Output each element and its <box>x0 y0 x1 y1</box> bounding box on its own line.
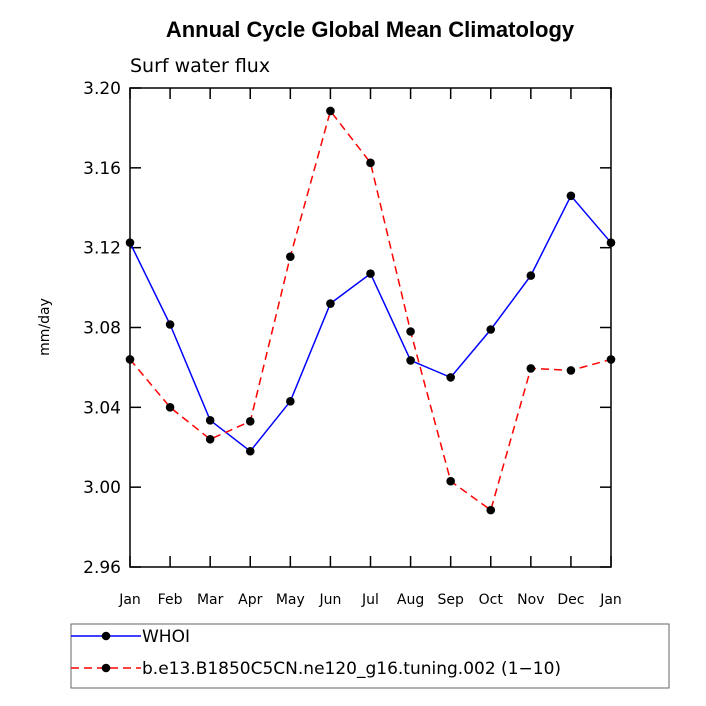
series-1-point <box>205 434 215 444</box>
legend-swatch-marker <box>101 631 111 641</box>
x-tick-label: Oct <box>479 592 504 608</box>
series-1-point <box>606 355 616 364</box>
series-line-1 <box>129 109 612 512</box>
series-1-point <box>486 505 496 515</box>
legend-label: b.e13.B1850C5CN.ne120_g16.tuning.002 (1−… <box>142 659 561 679</box>
series-1-point <box>526 364 536 373</box>
series-0-point <box>205 416 215 425</box>
series-1-point <box>165 403 175 412</box>
series-0-point <box>326 299 335 308</box>
series-1-point <box>125 355 135 364</box>
series-0-point <box>125 238 135 247</box>
y-tick-label: 3.12 <box>83 239 121 259</box>
series-1-point <box>406 327 415 336</box>
x-tick-label: Sep <box>437 592 464 608</box>
x-tick-label: Nov <box>517 592 544 608</box>
chart-title: Annual Cycle Global Mean Climatology <box>166 17 575 42</box>
legend-label: WHOI <box>142 627 190 647</box>
chart-subtitle: Surf water flux <box>130 55 270 77</box>
y-axis-label: mm/day <box>37 298 53 356</box>
y-tick-label: 3.16 <box>83 159 121 179</box>
x-tick-label: Jun <box>318 592 341 608</box>
x-tick-label: Apr <box>238 592 262 608</box>
y-tick-label: 2.96 <box>83 558 121 578</box>
x-tick-label: Aug <box>397 592 424 608</box>
series-1-point <box>366 158 375 168</box>
series-0-point <box>526 271 536 280</box>
series-line-0 <box>129 194 612 453</box>
series-1-point <box>245 417 255 426</box>
x-tick-label: Jan <box>599 592 622 608</box>
series-0-point <box>165 320 175 329</box>
series-layer <box>125 106 616 515</box>
series-0-point <box>286 397 295 406</box>
legend: WHOI b.e13.B1850C5CN.ne120_g16.tuning.002… <box>70 623 670 689</box>
x-tick-label: Jul <box>361 592 379 608</box>
x-tick-label: Feb <box>158 592 183 608</box>
series-0-point <box>366 269 375 278</box>
series-0-point <box>245 446 255 456</box>
x-tick-label: May <box>276 592 305 608</box>
series-1-point <box>286 252 295 261</box>
series-1-point <box>446 476 455 486</box>
legend-box <box>70 623 670 689</box>
y-tick-label: 3.00 <box>83 478 121 498</box>
x-tick-label: Dec <box>557 592 584 608</box>
x-tick-label: Mar <box>197 592 224 608</box>
series-1-point <box>566 366 576 375</box>
series-0-point <box>486 325 496 334</box>
y-tick-label: 3.04 <box>83 398 121 418</box>
series-0-point <box>566 191 576 201</box>
y-tick-label: 3.08 <box>83 319 121 339</box>
y-axis: 2.96 3.00 3.04 3.08 3.12 3.16 3.20 <box>83 79 611 578</box>
series-0-point <box>406 356 415 365</box>
y-tick-label: 3.20 <box>83 79 121 99</box>
x-tick-label: Jan <box>118 592 141 608</box>
legend-swatch-marker <box>101 663 111 673</box>
x-axis: Jan Feb Mar Apr May Jun Jul Aug Sep Oct Nov Dec Jan <box>118 88 622 608</box>
series-0-point <box>446 373 455 382</box>
series-0-point <box>606 238 616 247</box>
series-1-point <box>326 106 335 116</box>
